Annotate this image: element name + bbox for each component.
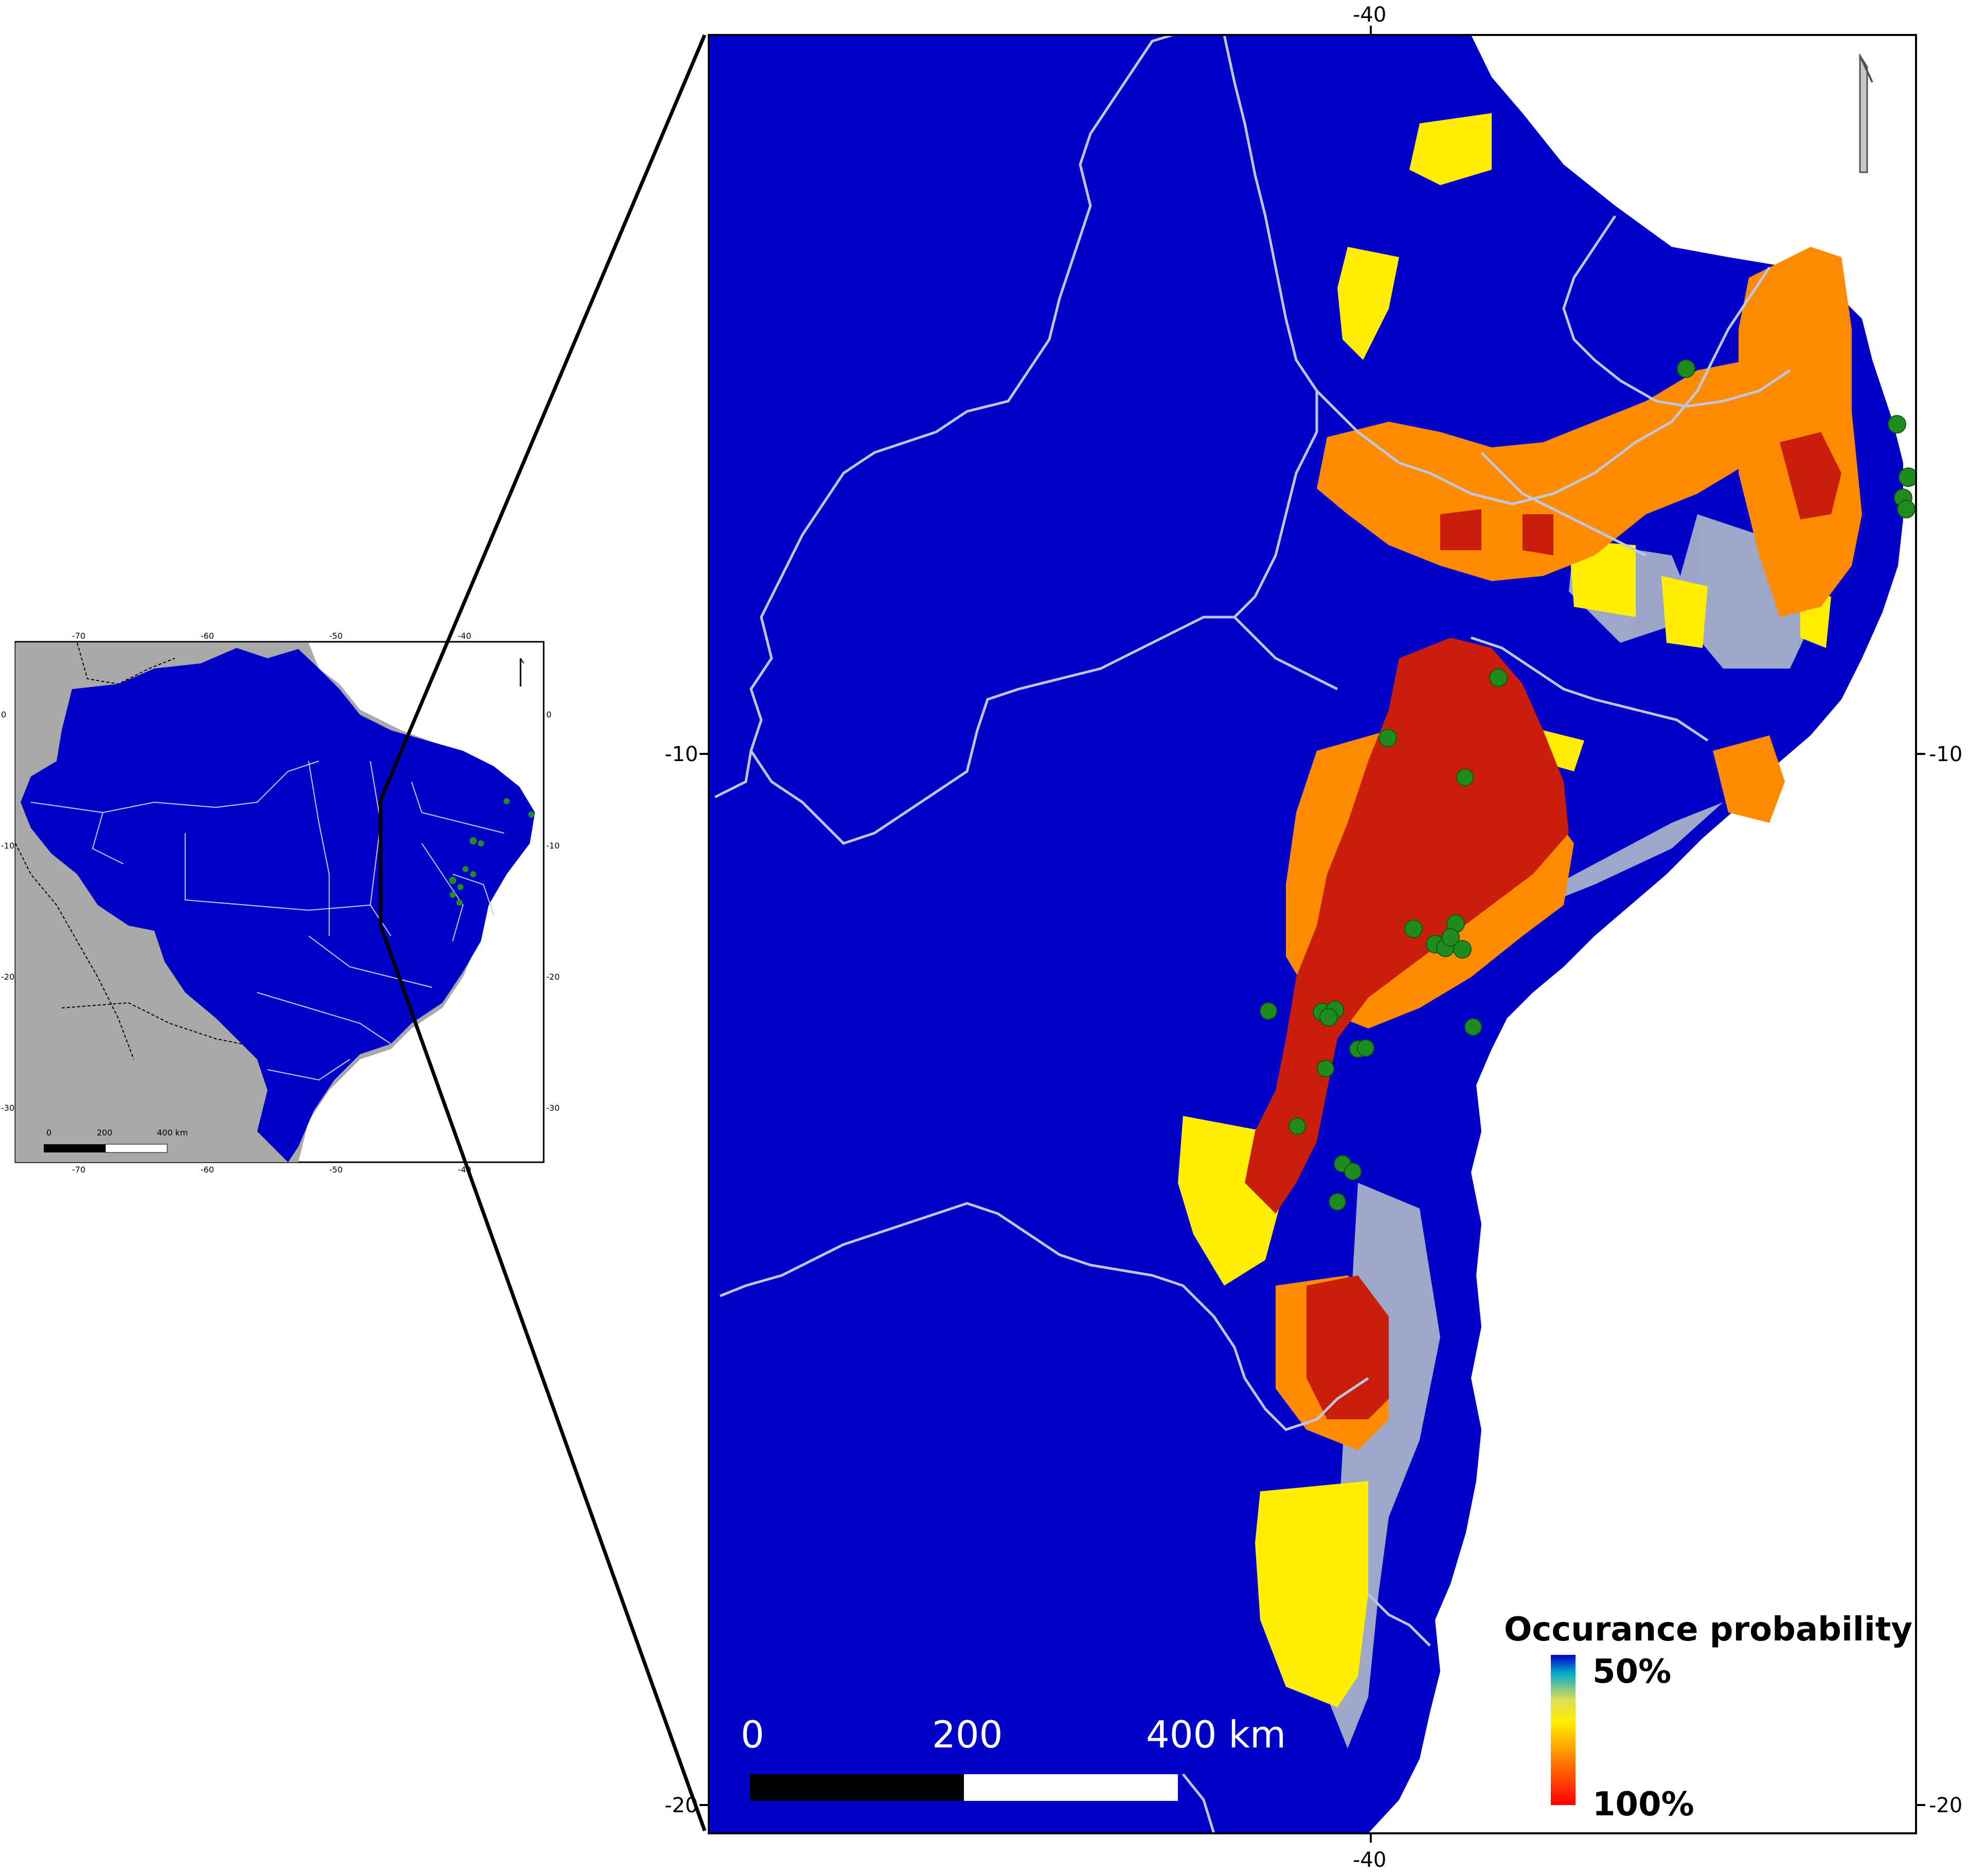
occurrence-point: [1899, 467, 1916, 487]
inset-right-tick: -20: [546, 972, 560, 982]
inset-scale-bar-black: [44, 1144, 105, 1152]
occurrence-point: [1344, 1163, 1362, 1180]
inset-left-tick: -10: [1, 841, 14, 851]
inset-scale-label: 400 km: [157, 1128, 188, 1138]
scale-label: 0: [741, 1713, 764, 1756]
inset-top-tick: -50: [329, 631, 343, 641]
occurrence-point: [1456, 769, 1474, 786]
left-latitude-label: -20: [665, 1794, 698, 1817]
inset-map: 0 200 400 km -70 -60 -50 -40 -70 -60 -50…: [1, 631, 560, 1175]
occurrence-point: [1441, 928, 1460, 947]
legend: Occurance probability 50% 100%: [1504, 1611, 1912, 1824]
inset-north-arrow-icon: [520, 658, 524, 664]
occurrence-point: [1489, 669, 1508, 687]
left-latitude-label: -10: [665, 743, 698, 766]
inset-right-tick: -10: [546, 841, 560, 851]
inset-right-tick: 0: [546, 710, 551, 719]
inset-occurrence-points: [449, 798, 534, 906]
inset-top-tick: -40: [458, 631, 471, 641]
inset-left-tick: 0: [1, 710, 6, 719]
right-latitude-label: -20: [1929, 1794, 1962, 1817]
legend-title: Occurance probability: [1504, 1611, 1912, 1649]
occurrence-point: [1329, 1193, 1346, 1211]
inset-top-tick: -60: [201, 631, 214, 641]
occurrence-point: [1464, 1018, 1482, 1036]
inset-right-tick: -30: [546, 1103, 560, 1113]
occurrence-point: [1404, 919, 1423, 938]
inset-bottom-tick: -70: [72, 1165, 85, 1175]
zoom-connector-lines: [379, 34, 707, 1832]
ocean: [1368, 35, 1916, 1833]
inset-bottom-tick: -50: [329, 1165, 343, 1175]
occurrence-point: [1288, 1117, 1306, 1135]
inset-left-tick: -20: [1, 972, 14, 982]
occurrence-point: [1260, 1002, 1277, 1020]
inset-scale-label: 200: [97, 1128, 113, 1138]
scale-label: 200: [932, 1713, 1003, 1756]
occurrence-point: [1897, 500, 1916, 518]
occurrence-point: [1888, 415, 1906, 434]
inset-scale-bar-white: [105, 1144, 168, 1153]
state-borders: [30, 761, 505, 1081]
occurrence-point: [1357, 1039, 1374, 1057]
inset-scale-label: 0: [46, 1128, 51, 1138]
state-borders-main: [714, 35, 1791, 1833]
scale-label: 400 km: [1146, 1713, 1286, 1756]
inset-bottom-tick: -60: [201, 1165, 214, 1175]
top-longitude-label: -40: [1353, 3, 1386, 27]
occurrence-points: [1260, 359, 1916, 1211]
inset-left-tick: -30: [1, 1103, 14, 1113]
main-map-frame: [708, 34, 1917, 1834]
occurrence-point: [1317, 1060, 1334, 1077]
north-arrow-icon: [1859, 52, 1873, 173]
inset-top-tick: -70: [72, 631, 85, 641]
main-map: 0 200 400 km Occurance probability 50% 1…: [665, 3, 1962, 1872]
legend-bottom-label: 100%: [1592, 1785, 1694, 1824]
bottom-longitude-label: -40: [1353, 1848, 1386, 1872]
occurrence-point: [1677, 359, 1695, 378]
occurrence-point: [1453, 940, 1472, 959]
legend-top-label: 50%: [1592, 1653, 1671, 1691]
scale-bar-black: [750, 1774, 964, 1801]
main-map-ticks: [700, 26, 1925, 1843]
right-latitude-label: -10: [1929, 743, 1962, 766]
legend-color-ramp: [1551, 1655, 1576, 1805]
scale-bar-white: [964, 1774, 1178, 1801]
country-border: [15, 843, 134, 1060]
brazil-land: [21, 648, 535, 1162]
occurrence-point: [1379, 729, 1397, 747]
occurrence-point: [1319, 1008, 1338, 1026]
